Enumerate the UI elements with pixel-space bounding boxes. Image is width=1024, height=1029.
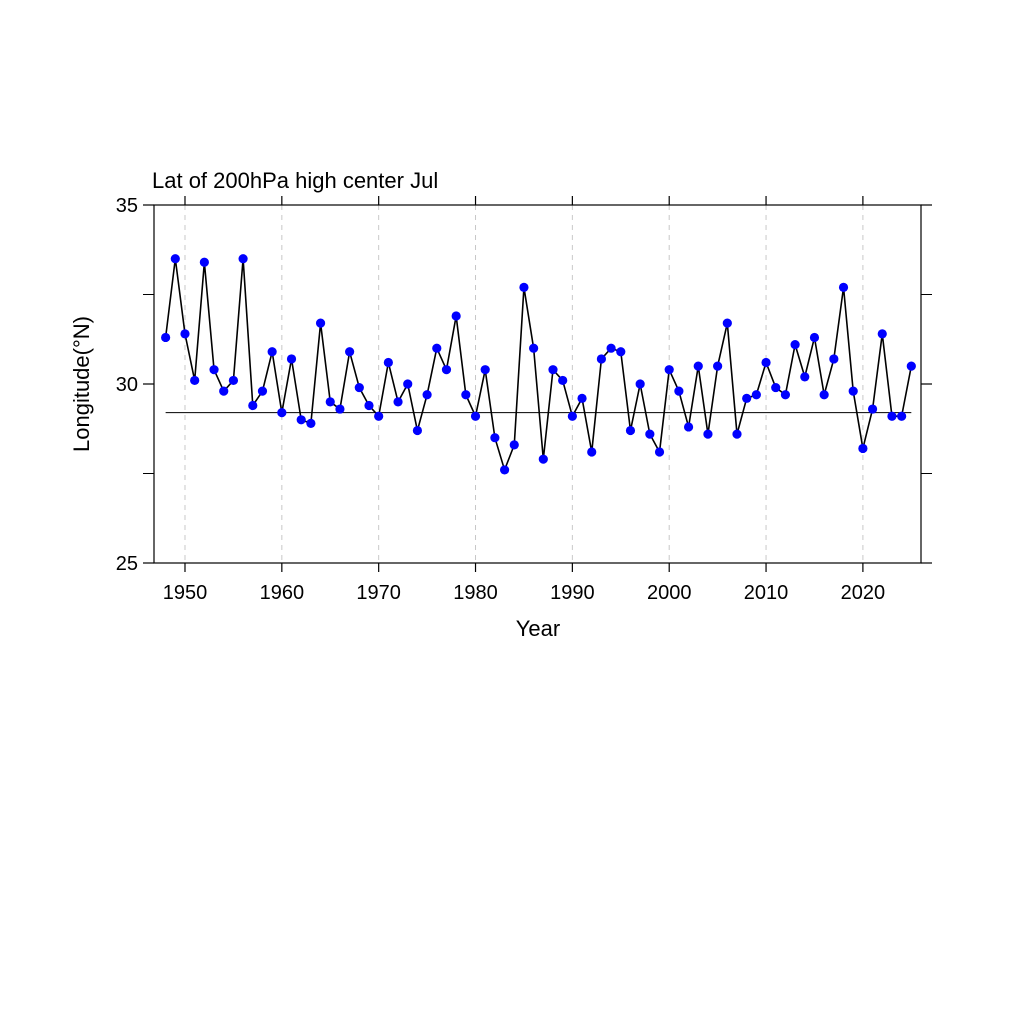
data-point — [248, 400, 258, 411]
data-point — [761, 357, 771, 368]
data-point — [403, 379, 413, 389]
data-point — [296, 415, 306, 425]
data-point — [219, 386, 229, 396]
series-line — [164, 258, 913, 473]
data-point — [499, 465, 510, 475]
data-point — [412, 425, 423, 436]
chart-title: Lat of 200hPa high center Jul — [152, 168, 438, 193]
y-tick-label: 30 — [116, 374, 138, 396]
data-point — [170, 254, 180, 264]
data-point — [441, 365, 452, 375]
data-point — [858, 443, 868, 454]
x-tick-label: 2010 — [744, 582, 789, 604]
x-tick-label: 1980 — [453, 582, 498, 604]
data-point — [451, 311, 461, 321]
data-point — [732, 429, 742, 439]
data-point — [800, 372, 810, 382]
data-point — [383, 357, 393, 368]
data-point — [190, 375, 200, 386]
x-tick-label: 1990 — [550, 582, 595, 604]
data-point — [480, 365, 490, 375]
data-point — [742, 393, 752, 403]
data-point — [664, 365, 674, 375]
data-point — [577, 393, 587, 403]
data-point — [509, 440, 519, 450]
x-axis-title: Year — [516, 616, 560, 641]
data-point — [596, 354, 607, 364]
data-point — [809, 332, 820, 343]
data-point — [887, 411, 897, 421]
data-point — [374, 411, 384, 421]
data-point — [354, 382, 364, 393]
series-line-layer — [164, 258, 913, 473]
data-point — [364, 400, 374, 411]
data-point — [703, 429, 713, 439]
data-point — [683, 422, 694, 432]
data-point — [693, 361, 703, 371]
y-axis-title: Longitude(°N) — [69, 316, 94, 452]
data-point — [461, 390, 471, 400]
data-point — [199, 257, 209, 267]
data-point — [161, 332, 171, 343]
data-point — [829, 354, 839, 364]
data-point — [315, 318, 326, 328]
data-point — [654, 447, 665, 457]
data-point — [674, 386, 684, 396]
data-point — [238, 254, 248, 264]
data-point — [209, 365, 219, 375]
x-tick-label: 2020 — [841, 582, 886, 604]
data-point — [558, 375, 568, 386]
axis-ticks — [143, 196, 932, 572]
data-point — [529, 343, 539, 353]
x-tick-label: 1970 — [356, 582, 401, 604]
data-point — [519, 282, 529, 292]
data-point — [432, 343, 442, 353]
x-tick-label: 2000 — [647, 582, 692, 604]
data-point — [625, 425, 636, 436]
data-point — [538, 454, 548, 464]
tick-labels: 1950 1960 1970 1980 1990 2000 2010 2020 25 30 35 — [116, 195, 885, 604]
data-point — [790, 340, 800, 350]
data-point — [635, 379, 645, 389]
data-point — [616, 347, 626, 357]
data-point — [771, 382, 781, 393]
data-point — [751, 390, 761, 400]
data-point — [422, 390, 432, 400]
data-point — [877, 329, 887, 339]
data-point — [325, 397, 335, 407]
data-point — [645, 429, 655, 439]
data-point — [906, 361, 916, 371]
data-point — [848, 386, 858, 396]
y-tick-label: 35 — [116, 195, 138, 217]
data-point — [345, 347, 355, 357]
data-point — [257, 386, 268, 396]
data-point — [567, 411, 577, 421]
data-point — [838, 282, 849, 292]
y-tick-label: 25 — [116, 553, 138, 575]
data-point — [713, 361, 723, 371]
data-point — [267, 347, 277, 357]
x-tick-label: 1950 — [163, 582, 208, 604]
data-point — [819, 390, 829, 400]
x-tick-label: 1960 — [260, 582, 305, 604]
data-point — [277, 408, 287, 418]
data-point — [180, 329, 190, 339]
data-point — [606, 343, 616, 353]
data-point — [897, 411, 907, 421]
data-point — [393, 397, 403, 407]
data-point — [548, 365, 558, 375]
data-point — [228, 375, 239, 386]
data-point — [470, 411, 481, 421]
data-point — [286, 354, 297, 364]
data-point — [867, 404, 878, 414]
data-point — [306, 418, 316, 428]
data-point — [587, 447, 597, 457]
data-point — [722, 318, 732, 328]
data-point — [780, 390, 791, 400]
data-points — [161, 254, 916, 475]
data-point — [490, 433, 500, 443]
data-point — [335, 404, 345, 414]
